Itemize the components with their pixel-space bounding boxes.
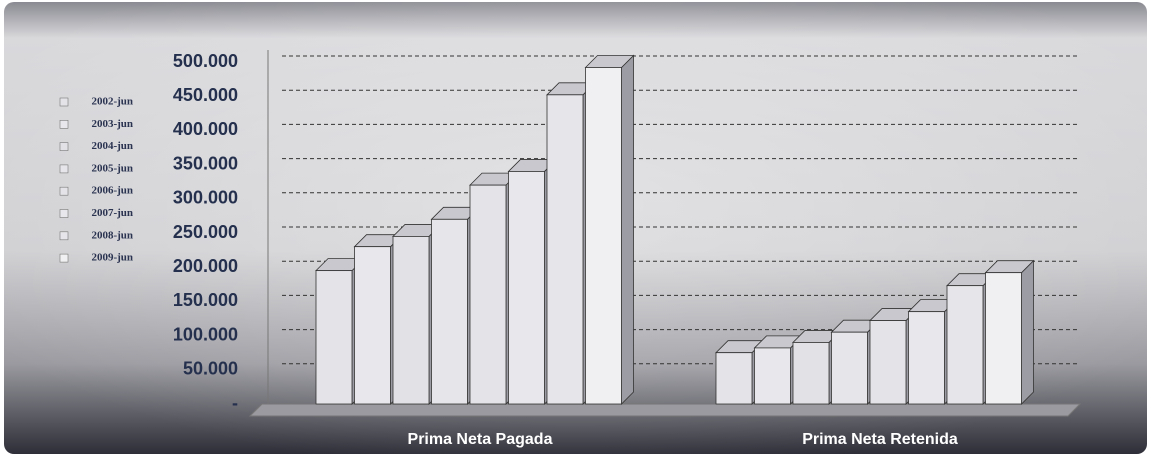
bar [315,270,353,405]
bar [792,342,830,405]
bar [585,67,622,405]
legend-label: 2003-jun [91,118,133,130]
bar [508,171,545,405]
bar [354,246,391,405]
x-tick-label: Prima Neta Retenida [802,431,958,448]
bar [946,285,984,405]
legend-swatch [59,120,69,129]
bar [715,352,753,405]
bar [392,236,430,405]
y-tick-label: 450.000 [173,85,238,105]
legend-swatch [59,97,69,107]
legend-label: 2006-jun [91,185,133,197]
y-tick-label: - [232,393,238,413]
legend-label: 2005-jun [91,162,133,174]
legend-label: 2009-jun [91,252,133,264]
y-tick-label: 200.000 [173,256,238,276]
legend-label: 2007-jun [91,207,133,219]
legend-swatch [59,209,69,218]
legend-swatch [59,253,69,263]
bar [546,94,584,405]
bar [754,347,791,405]
floor [248,403,1082,417]
legend-label: 2004-jun [91,140,133,152]
bar-side [1021,259,1034,405]
bar [869,320,907,405]
bar [431,218,468,405]
y-tick-label: 150.000 [173,290,238,310]
y-tick-label: 400.000 [173,119,238,139]
legend-swatch [59,164,69,174]
bar [831,331,868,405]
y-tick-label: 250.000 [173,222,238,242]
bar [908,311,945,405]
y-tick-label: 500.000 [173,51,238,71]
legend-swatch [59,231,69,241]
x-tick-label: Prima Neta Pagada [408,431,553,448]
legend-swatch [59,186,69,196]
bar [985,272,1022,405]
legend-label: 2002-jun [91,96,133,108]
y-tick-label: 300.000 [173,188,238,208]
legend-swatch [59,142,69,151]
bar-side [621,54,634,405]
bar [469,184,507,405]
legend-label: 2008-jun [91,229,133,241]
y-tick-label: 100.000 [173,324,238,344]
y-tick-label: 350.000 [173,153,238,173]
y-tick-label: 50.000 [183,359,238,379]
